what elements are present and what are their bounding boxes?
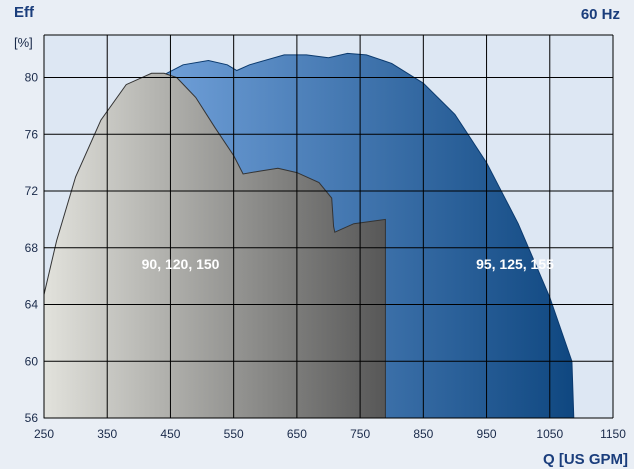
frequency-label: 60 Hz	[580, 6, 620, 23]
y-axis-unit: [%]	[14, 35, 33, 50]
x-tick-label: 850	[413, 427, 433, 441]
y-tick-label: 80	[25, 71, 39, 85]
series-label: 95, 125, 155	[476, 256, 554, 272]
x-tick-label: 650	[287, 427, 307, 441]
x-axis-title: Q [US GPM]	[543, 451, 628, 468]
y-tick-label: 64	[25, 298, 39, 312]
x-tick-label: 250	[34, 427, 54, 441]
y-axis-title: Eff	[14, 4, 34, 21]
x-tick-label: 750	[350, 427, 370, 441]
y-tick-label: 56	[25, 411, 39, 425]
y-tick-label: 72	[25, 184, 39, 198]
x-tick-label: 350	[97, 427, 117, 441]
y-tick-label: 68	[25, 241, 39, 255]
x-tick-label: 550	[224, 427, 244, 441]
y-tick-label: 60	[25, 354, 39, 368]
y-tick-label: 76	[25, 127, 39, 141]
x-tick-label: 450	[160, 427, 180, 441]
x-tick-label: 1050	[536, 427, 563, 441]
series-label: 90, 120, 150	[142, 256, 220, 272]
series-area-gray	[43, 72, 386, 419]
x-tick-label: 1150	[600, 427, 626, 441]
x-tick-label: 950	[477, 427, 497, 441]
